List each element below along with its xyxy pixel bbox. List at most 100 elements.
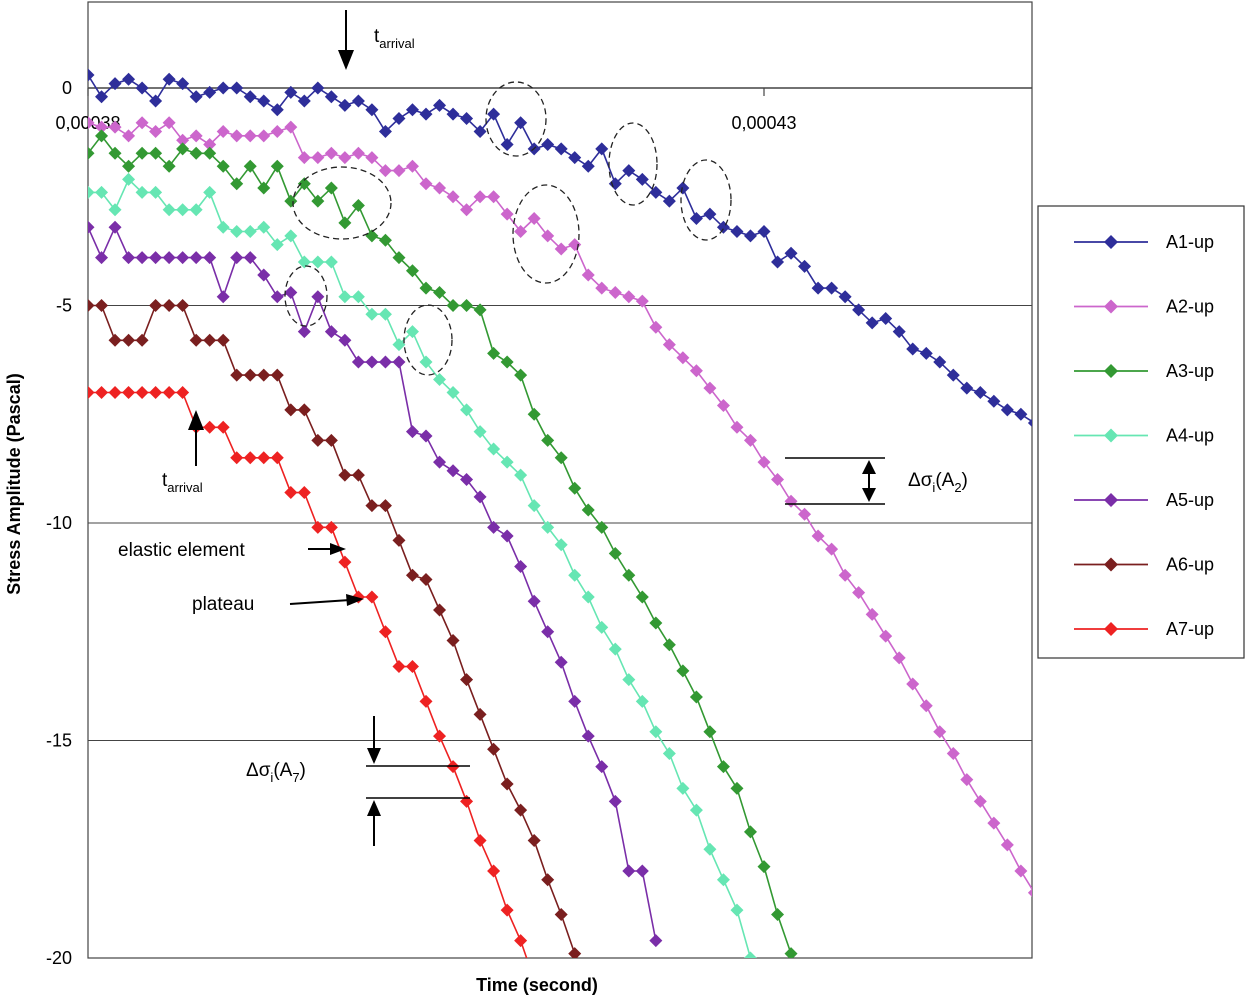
data-point [743, 229, 757, 243]
data-point [135, 185, 149, 199]
data-point [338, 98, 352, 112]
data-point [838, 290, 852, 304]
data-point [500, 777, 514, 791]
data-point [514, 560, 528, 573]
data-point [284, 486, 298, 500]
data-point [189, 146, 203, 160]
data-point [716, 760, 730, 774]
data-point [270, 238, 284, 252]
data-point [568, 947, 582, 958]
data-point [392, 251, 406, 265]
data-point [378, 355, 392, 369]
data-point [703, 381, 717, 395]
data-point [973, 794, 987, 808]
data-point [392, 355, 406, 369]
data-point [189, 333, 203, 347]
data-point [243, 90, 257, 104]
data-point [284, 194, 298, 208]
data-point [716, 399, 730, 413]
y-axis-title: Stress Amplitude (Pascal) [4, 373, 24, 594]
data-point [716, 873, 730, 887]
data-point [284, 120, 298, 134]
ellipse-a1-3 [680, 159, 732, 241]
data-point [162, 72, 176, 86]
data-point [230, 129, 244, 143]
data-point [378, 625, 392, 639]
data-point [1014, 864, 1028, 878]
data-point [419, 355, 433, 369]
legend-item: A2-up [1074, 297, 1214, 317]
data-point [689, 212, 703, 225]
data-point [662, 747, 676, 761]
data-point [514, 934, 528, 948]
delta-a7-arrow-top-head [367, 748, 381, 764]
data-point [243, 159, 257, 173]
data-point [365, 151, 379, 165]
data-point [392, 111, 406, 125]
data-point [284, 229, 298, 243]
data-point [798, 507, 812, 521]
data-point [554, 242, 568, 256]
data-point [243, 225, 257, 239]
y-tick-label: -5 [56, 296, 72, 316]
legend-item: A3-up [1074, 361, 1214, 381]
data-point [284, 85, 298, 99]
data-point [243, 129, 257, 143]
data-point [689, 364, 703, 378]
data-point [243, 368, 257, 382]
legend-label: A5-up [1166, 490, 1214, 510]
data-point [446, 107, 460, 121]
data-point [852, 303, 866, 317]
plateau-arrow-shaft [289, 599, 351, 605]
data-point [203, 185, 217, 199]
legend-swatch-marker [1104, 557, 1118, 572]
data-point [635, 864, 649, 878]
ellipse-a1-1 [485, 81, 547, 157]
data-point [689, 690, 703, 704]
data-point [216, 290, 230, 304]
data-point [554, 538, 568, 552]
data-point [581, 729, 595, 743]
data-point [88, 146, 95, 160]
data-point [622, 164, 636, 178]
data-point [365, 499, 379, 513]
data-point [122, 172, 136, 186]
data-point [730, 903, 744, 917]
data-point [95, 120, 109, 134]
data-point [270, 103, 284, 117]
data-point [433, 603, 447, 617]
data-point [176, 299, 190, 312]
data-point [162, 203, 176, 217]
data-point [1014, 407, 1028, 421]
data-point [324, 90, 338, 104]
data-point [419, 281, 433, 295]
data-point [392, 660, 406, 674]
data-point [554, 142, 568, 156]
data-point [108, 386, 122, 399]
data-point [473, 125, 487, 138]
data-point [487, 107, 501, 121]
data-point [189, 251, 203, 265]
data-point [784, 246, 798, 260]
data-point [108, 146, 122, 160]
data-point [595, 142, 609, 156]
data-point [297, 94, 311, 108]
data-point [203, 138, 217, 152]
data-point [446, 299, 460, 312]
data-point [122, 129, 136, 143]
data-point [257, 220, 271, 234]
data-point [162, 386, 176, 399]
data-point [581, 159, 595, 173]
data-point [270, 290, 284, 304]
data-point [149, 251, 163, 265]
data-point [446, 190, 460, 204]
data-point [649, 616, 663, 630]
data-point [473, 303, 487, 317]
data-point [757, 225, 771, 239]
data-point [203, 146, 217, 160]
data-point [838, 568, 852, 582]
data-point [811, 281, 825, 295]
data-point [135, 386, 149, 399]
data-point [108, 77, 122, 91]
data-point [933, 355, 947, 369]
